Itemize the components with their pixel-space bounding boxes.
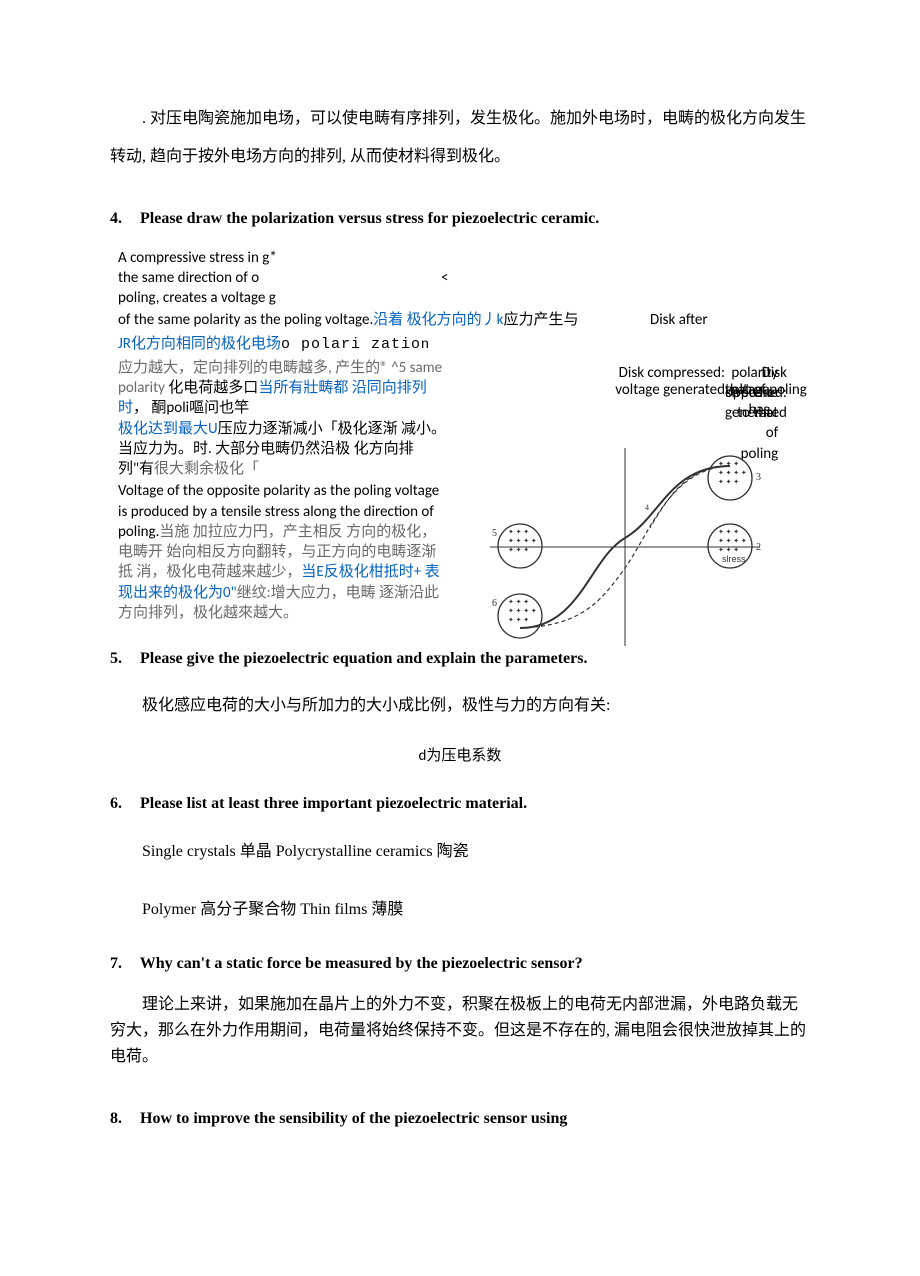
- q4-hysteresis-figure: ✦ ✦ ✦✦ ✦ ✦ ✦✦ ✦ ✦ ✦ ✦ ✦✦ ✦ ✦ ✦✦ ✦ ✦ ✦ ✦ …: [480, 438, 770, 656]
- svg-text:✦ ✦ ✦: ✦ ✦ ✦: [508, 546, 529, 554]
- q4-top2: the same direction of o: [118, 269, 259, 287]
- q4-top2-sym: <: [441, 269, 448, 287]
- q4-p1-f: 极化达到最大U: [118, 420, 218, 438]
- fig-xlabel: slress: [722, 554, 746, 564]
- q4-wide-d: JR化方向相同的极化电场: [118, 335, 281, 353]
- q6-heading: 6. Please list at least three important …: [110, 790, 810, 819]
- q4-num: 4.: [110, 205, 136, 234]
- q4-wide-a: of the same polarity as the poling volta…: [118, 311, 373, 329]
- q7-num: 7.: [110, 950, 136, 979]
- q7-heading: 7. Why can't a static force be measured …: [110, 950, 810, 979]
- svg-text:✦ ✦ ✦: ✦ ✦ ✦: [718, 546, 739, 554]
- q8-num: 8.: [110, 1105, 136, 1134]
- intro-paragraph: . 对压电陶瓷施加电场，可以使电畴有序排列，发生极化。施加外电场时，电畴的极化方…: [110, 100, 810, 177]
- q6-line1: Single crystals 单晶 Polycrystalline ceram…: [110, 833, 810, 871]
- q4-wide-b: 沿着 极化方向的丿k: [373, 311, 503, 329]
- q4-wide-e: o polari zatio: [281, 336, 421, 353]
- q4-right-caption-row2: voltage generated voltage hasthat of pol…: [465, 380, 725, 400]
- svg-text:✦ ✦ ✦: ✦ ✦ ✦: [718, 528, 739, 536]
- svg-text:✦ ✦ ✦: ✦ ✦ ✦: [508, 616, 529, 624]
- q6-line2: Polymer 高分子聚合物 Thin films 薄膜: [110, 891, 810, 929]
- q4-cap2a: voltage generated: [615, 381, 725, 399]
- svg-text:✦ ✦ ✦: ✦ ✦ ✦: [508, 598, 529, 606]
- q6-num: 6.: [110, 790, 136, 819]
- q7-body: 理论上来讲，如果施加在晶片上的外力不变，积聚在极板上的电荷无内部泄漏，外电路负载…: [110, 992, 810, 1069]
- q4-right-disk: Disk after: [650, 310, 770, 330]
- svg-text:✦ ✦ ✦ ✦: ✦ ✦ ✦ ✦: [508, 607, 537, 615]
- q4-wide-e-tail: n: [421, 335, 429, 353]
- q4-para1: 应力越大，定向排列的电畴越多, 产生的® ^5 same polarity 化电…: [118, 358, 448, 480]
- q5-center: d为压电系数: [110, 743, 810, 770]
- svg-text:✦ ✦ ✦: ✦ ✦ ✦: [718, 460, 739, 468]
- q4-wide-line2: JR化方向相同的极化电场o polari zation: [118, 334, 810, 355]
- svg-text:✦ ✦ ✦: ✦ ✦ ✦: [718, 478, 739, 486]
- svg-text:2: 2: [756, 542, 761, 553]
- q4-heading: 4. Please draw the polarization versus s…: [110, 205, 810, 234]
- q4-para2: Voltage of the opposite polarity as the …: [118, 481, 448, 623]
- svg-text:4: 4: [645, 503, 649, 512]
- svg-text:6: 6: [492, 598, 497, 609]
- q7-title: Why can't a static force be measured by …: [140, 955, 583, 972]
- svg-text:✦ ✦ ✦ ✦: ✦ ✦ ✦ ✦: [718, 537, 747, 545]
- q6-title: Please list at least three important pie…: [140, 795, 527, 812]
- svg-text:✦ ✦ ✦: ✦ ✦ ✦: [508, 528, 529, 536]
- svg-text:3: 3: [756, 472, 761, 483]
- q5-body: 极化感应电荷的大小与所加力的大小成比例，极性与力的方向有关:: [110, 688, 810, 723]
- q4-top3: poling, creates a voltage g: [118, 288, 810, 308]
- svg-text:5: 5: [492, 528, 497, 539]
- q4-top1: A compressive stress in g*: [118, 248, 810, 268]
- q4-top2-row: the same direction of o <: [118, 268, 810, 288]
- q4-title: Please draw the polarization versus stre…: [140, 210, 599, 227]
- q4-top-lines: A compressive stress in g* the same dire…: [118, 248, 810, 309]
- svg-text:✦ ✦ ✦ ✦: ✦ ✦ ✦ ✦: [718, 469, 747, 477]
- q8-title: How to improve the sensibility of the pi…: [140, 1110, 567, 1127]
- q4-p1-c: 化电荷越多口: [165, 379, 258, 397]
- q4-p1-h: 很大剩余极化「: [154, 460, 259, 478]
- q4-cap2b-b: that of poling: [725, 380, 807, 400]
- q5-num: 5.: [110, 645, 136, 674]
- q8-heading: 8. How to improve the sensibility of the…: [110, 1105, 810, 1134]
- q4-p1-a: 应力越大，定向排列的电畴越多, 产生的®: [118, 359, 388, 377]
- q4-block: A compressive stress in g* the same dire…: [110, 248, 810, 624]
- q4-p1-e: ， 酮poli嘔问也竿: [133, 399, 249, 417]
- svg-text:✦ ✦ ✦ ✦: ✦ ✦ ✦ ✦: [508, 537, 537, 545]
- q4-wide-c: 应力产生与: [503, 311, 578, 329]
